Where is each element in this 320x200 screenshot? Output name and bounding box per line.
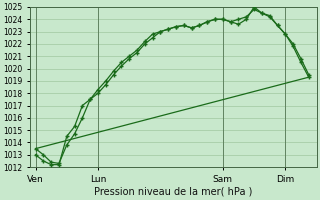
X-axis label: Pression niveau de la mer( hPa ): Pression niveau de la mer( hPa ) bbox=[94, 187, 252, 197]
